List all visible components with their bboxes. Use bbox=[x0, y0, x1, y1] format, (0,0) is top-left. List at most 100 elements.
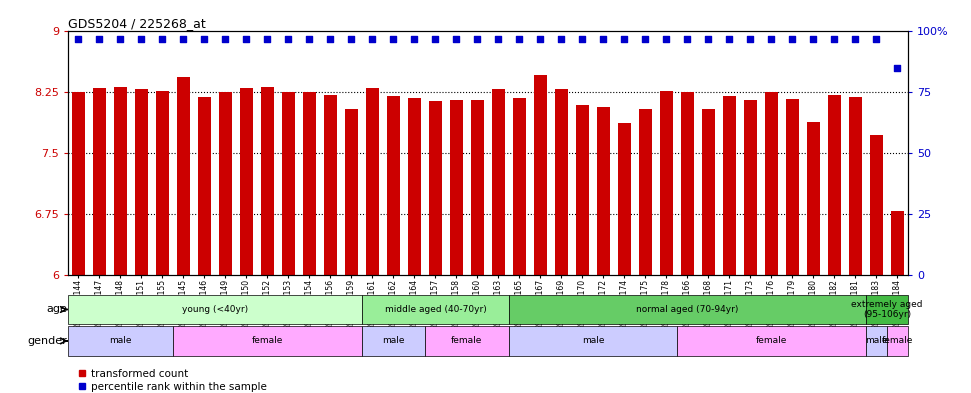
Bar bbox=[764, 92, 778, 275]
Bar bbox=[639, 108, 653, 275]
Text: young (<40yr): young (<40yr) bbox=[182, 305, 248, 314]
Point bbox=[617, 36, 632, 42]
Bar bbox=[240, 88, 253, 275]
Point bbox=[302, 36, 318, 42]
Bar bbox=[450, 101, 463, 275]
Bar bbox=[408, 98, 421, 275]
Bar bbox=[866, 295, 908, 324]
Bar bbox=[135, 89, 149, 275]
Point bbox=[512, 36, 527, 42]
Bar bbox=[722, 96, 736, 275]
Text: GDS5204 / 225268_at: GDS5204 / 225268_at bbox=[68, 17, 206, 30]
Point bbox=[595, 36, 611, 42]
Text: female: female bbox=[251, 336, 284, 345]
Point bbox=[575, 36, 590, 42]
Point bbox=[806, 36, 821, 42]
Point bbox=[322, 36, 338, 42]
Point bbox=[763, 36, 779, 42]
Point bbox=[826, 36, 842, 42]
Legend: transformed count, percentile rank within the sample: transformed count, percentile rank withi… bbox=[73, 365, 271, 393]
Bar bbox=[68, 326, 173, 356]
Bar bbox=[114, 88, 127, 275]
Text: age: age bbox=[46, 305, 67, 314]
Bar bbox=[807, 122, 820, 275]
Point bbox=[743, 36, 758, 42]
Point bbox=[427, 36, 443, 42]
Bar bbox=[366, 88, 380, 275]
Bar bbox=[198, 97, 212, 275]
Point bbox=[889, 65, 905, 71]
Bar bbox=[173, 326, 362, 356]
Point bbox=[701, 36, 717, 42]
Point bbox=[134, 36, 150, 42]
Text: male: male bbox=[109, 336, 132, 345]
Point bbox=[638, 36, 653, 42]
Point bbox=[848, 36, 863, 42]
Bar bbox=[659, 91, 673, 275]
Bar bbox=[282, 92, 295, 275]
Point bbox=[449, 36, 464, 42]
Text: male: male bbox=[865, 336, 887, 345]
Point bbox=[553, 36, 569, 42]
Text: middle aged (40-70yr): middle aged (40-70yr) bbox=[385, 305, 486, 314]
Point bbox=[470, 36, 486, 42]
Bar bbox=[554, 89, 568, 275]
Text: gender: gender bbox=[27, 336, 67, 346]
Bar bbox=[890, 211, 904, 275]
Point bbox=[344, 36, 359, 42]
Bar bbox=[362, 295, 509, 324]
Point bbox=[113, 36, 128, 42]
Point bbox=[154, 36, 170, 42]
Point bbox=[385, 36, 401, 42]
Point bbox=[721, 36, 737, 42]
Point bbox=[218, 36, 233, 42]
Bar bbox=[345, 108, 358, 275]
Bar bbox=[677, 326, 866, 356]
Text: extremely aged
(95-106yr): extremely aged (95-106yr) bbox=[852, 300, 922, 319]
Bar bbox=[155, 91, 169, 275]
Text: female: female bbox=[755, 336, 787, 345]
Point bbox=[407, 36, 422, 42]
Text: normal aged (70-94yr): normal aged (70-94yr) bbox=[636, 305, 739, 314]
Bar bbox=[849, 97, 862, 275]
Bar bbox=[596, 107, 610, 275]
Bar bbox=[576, 105, 589, 275]
Bar bbox=[786, 99, 799, 275]
Bar bbox=[870, 134, 884, 275]
Point bbox=[197, 36, 213, 42]
Bar bbox=[681, 92, 694, 275]
Bar bbox=[425, 326, 509, 356]
Bar bbox=[323, 95, 337, 275]
Text: male: male bbox=[582, 336, 604, 345]
Point bbox=[533, 36, 549, 42]
Bar bbox=[428, 101, 442, 275]
Text: female: female bbox=[882, 336, 913, 345]
Bar bbox=[386, 96, 400, 275]
Bar bbox=[509, 295, 866, 324]
Bar bbox=[260, 88, 274, 275]
Point bbox=[71, 36, 86, 42]
Point bbox=[869, 36, 885, 42]
Bar bbox=[68, 295, 362, 324]
Point bbox=[658, 36, 674, 42]
Point bbox=[239, 36, 254, 42]
Point bbox=[490, 36, 506, 42]
Text: male: male bbox=[383, 336, 405, 345]
Bar bbox=[471, 101, 485, 275]
Point bbox=[176, 36, 191, 42]
Point bbox=[785, 36, 800, 42]
Point bbox=[259, 36, 275, 42]
Bar bbox=[618, 123, 631, 275]
Bar bbox=[72, 92, 85, 275]
Bar bbox=[887, 326, 908, 356]
Point bbox=[91, 36, 107, 42]
Bar bbox=[509, 326, 677, 356]
Point bbox=[680, 36, 695, 42]
Bar bbox=[866, 326, 887, 356]
Text: female: female bbox=[452, 336, 483, 345]
Bar bbox=[303, 92, 317, 275]
Point bbox=[365, 36, 381, 42]
Bar bbox=[534, 75, 548, 275]
Bar bbox=[702, 109, 716, 275]
Point bbox=[281, 36, 296, 42]
